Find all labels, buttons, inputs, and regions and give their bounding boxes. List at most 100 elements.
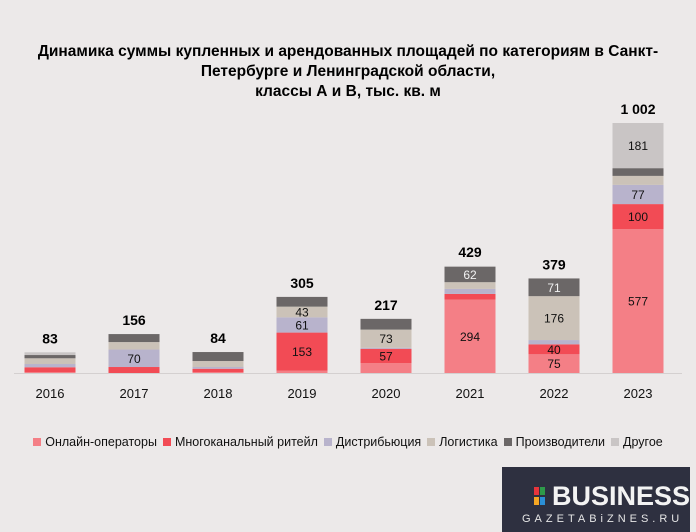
total-label: 217 — [374, 297, 398, 313]
legend-swatch — [33, 438, 42, 446]
total-label: 429 — [458, 244, 482, 260]
x-tick-label: 2018 — [204, 386, 233, 401]
legend-swatch — [503, 438, 512, 446]
bar-segment — [444, 293, 496, 300]
legend-swatch — [427, 438, 436, 446]
bar-segment — [192, 372, 244, 373]
x-tick-label: 2019 — [288, 386, 317, 401]
total-label: 83 — [42, 330, 58, 346]
legend-label: Другое — [623, 435, 663, 449]
bar-segment — [192, 367, 244, 369]
bar-segment — [444, 265, 496, 267]
data-label: 294 — [460, 330, 480, 344]
bar-segment — [444, 282, 496, 289]
data-label: 577 — [628, 295, 648, 309]
x-tick-label: 2017 — [120, 386, 149, 401]
bar-segment — [360, 363, 412, 373]
x-tick-label: 2022 — [540, 386, 569, 401]
data-label: 57 — [379, 349, 393, 363]
data-label: 71 — [547, 281, 561, 295]
bar-segment — [24, 352, 76, 356]
logo-site: GAZETABiZNES.RU — [522, 513, 684, 525]
bar-segment — [444, 288, 496, 294]
bar-segment — [444, 299, 496, 373]
data-label: 70 — [127, 352, 141, 366]
data-label: 100 — [628, 210, 648, 224]
bar-segment — [192, 368, 244, 373]
data-label: 40 — [547, 343, 561, 357]
legend-item: Многоканальный ритейл — [162, 435, 318, 449]
total-label: 379 — [542, 256, 566, 272]
bar-segment — [528, 344, 580, 355]
chart-title-line-1: Динамика суммы купленных и арендованных … — [37, 43, 659, 60]
total-label: 156 — [122, 312, 146, 328]
bar-segment — [108, 367, 160, 373]
bar-segment — [24, 372, 76, 373]
bar-segment — [108, 349, 160, 368]
legend-label: Онлайн-операторы — [45, 435, 157, 449]
bar-segment — [360, 347, 412, 349]
bar-segment — [276, 306, 328, 318]
bar-segment — [612, 175, 664, 185]
chart-title-line-3: классы А и В, тыс. кв. м — [255, 83, 441, 100]
x-tick-label: 2023 — [624, 386, 653, 401]
legend-swatch — [323, 438, 332, 446]
legend-label: Логистика — [439, 435, 498, 449]
data-label: 61 — [295, 318, 309, 332]
bar-segment — [24, 367, 76, 373]
data-label: 181 — [628, 139, 648, 153]
bar-segment — [108, 342, 160, 350]
x-tick-label: 2020 — [372, 386, 401, 401]
bar-segment — [360, 348, 412, 364]
bar-segment — [276, 317, 328, 333]
bar-segment — [612, 184, 664, 205]
data-label: 62 — [463, 268, 477, 282]
bar-segment — [612, 123, 664, 169]
data-label: 176 — [544, 312, 564, 326]
legend-label: Дистрибьюция — [335, 435, 422, 449]
bar-segment — [192, 361, 244, 368]
chart-legend: Онлайн-операторы Многоканальный ритейл Дис… — [0, 435, 696, 449]
legend-item: Онлайн-операторы — [33, 435, 157, 449]
logo-mark-icon — [534, 487, 546, 505]
bar-segment — [612, 168, 664, 176]
bar-segment — [444, 266, 496, 283]
logo-name: BUSINESS — [552, 481, 691, 511]
bar-segment — [528, 354, 580, 373]
total-label: 1 002 — [620, 101, 655, 117]
legend-label: Производители — [515, 435, 606, 449]
data-label: 153 — [292, 345, 312, 359]
bar-segment — [276, 370, 328, 373]
total-label: 305 — [290, 275, 314, 291]
chart-title: Динамика суммы купленных и арендованных … — [0, 42, 696, 102]
bar-segment — [528, 278, 580, 297]
legend-swatch — [611, 438, 620, 446]
bar-segment — [612, 204, 664, 230]
legend-swatch — [162, 438, 171, 446]
bar-segment — [276, 296, 328, 307]
data-label: 43 — [295, 305, 309, 319]
x-tick-label: 2016 — [36, 386, 65, 401]
bar-segment — [360, 329, 412, 348]
legend-item: Логистика — [427, 435, 498, 449]
bar-segment — [108, 334, 160, 343]
bar-segment — [528, 340, 580, 345]
legend-label: Многоканальный ритейл — [174, 435, 318, 449]
bar-segment — [528, 296, 580, 341]
x-tick-label: 2021 — [456, 386, 485, 401]
data-label: 73 — [379, 332, 393, 346]
bar-segment — [276, 332, 328, 371]
business-gazeta-logo: BUSINESS GAZETABiZNES.RU — [502, 467, 690, 532]
legend-item: Дистрибьюция — [323, 435, 422, 449]
bar-segment — [612, 229, 664, 373]
bar-segment — [192, 352, 244, 362]
data-label: 77 — [631, 188, 645, 202]
bar-segment — [24, 358, 76, 365]
legend-item: Производители — [503, 435, 606, 449]
bar-segment — [24, 355, 76, 359]
bar-segment — [360, 318, 412, 330]
chart-title-line-2: Петербурге и Ленинградской области, — [200, 63, 496, 80]
legend-item: Другое — [611, 435, 663, 449]
bar-segment — [24, 364, 76, 368]
